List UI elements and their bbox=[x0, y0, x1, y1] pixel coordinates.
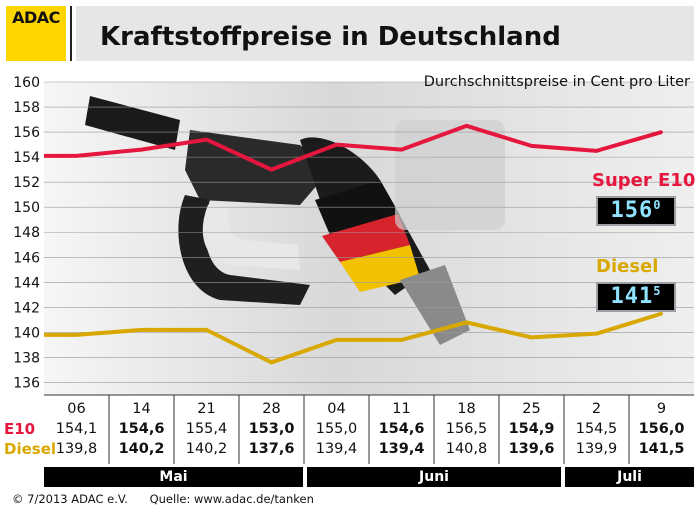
day-label: 06 bbox=[67, 401, 86, 417]
data-point-diesel bbox=[595, 332, 598, 336]
data-point-diesel bbox=[530, 335, 533, 339]
month-label-mai: Mai bbox=[44, 467, 303, 487]
data-point-diesel bbox=[465, 320, 468, 324]
day-label: 21 bbox=[197, 401, 216, 417]
diesel-price-cell: 141,5 bbox=[638, 441, 685, 457]
title-divider bbox=[70, 6, 72, 61]
month-label-juni: Juni bbox=[307, 467, 561, 487]
day-label: 9 bbox=[656, 401, 667, 417]
y-tick-label: 156 bbox=[13, 125, 40, 141]
e10-price-cell: 154,6 bbox=[118, 421, 165, 437]
e10-price-cell: 156,0 bbox=[638, 421, 685, 437]
month-label-juli: Juli bbox=[565, 467, 694, 487]
y-tick-label: 138 bbox=[13, 350, 40, 366]
y-tick-label: 146 bbox=[13, 250, 40, 266]
data-point-e10 bbox=[660, 130, 663, 134]
data-point-e10 bbox=[400, 148, 403, 152]
y-tick-label: 140 bbox=[13, 325, 40, 341]
row-label-e10: E10 bbox=[4, 420, 36, 438]
diesel-price-cell: 140,8 bbox=[445, 441, 488, 457]
diesel-price-cell: 139,4 bbox=[378, 441, 425, 457]
e10-display-sup: 0 bbox=[653, 198, 662, 212]
e10-price-cell: 155,4 bbox=[185, 421, 228, 437]
day-label: 25 bbox=[522, 401, 541, 417]
diesel-price-cell: 139,4 bbox=[315, 441, 358, 457]
data-point-diesel bbox=[270, 360, 273, 364]
e10-price-cell: 155,0 bbox=[315, 421, 358, 437]
footer: © 7/2013 ADAC e.V. Quelle: www.adac.de/t… bbox=[12, 492, 332, 506]
e10-price-cell: 156,5 bbox=[445, 421, 488, 437]
e10-display-main: 156 bbox=[610, 198, 654, 223]
series-lines bbox=[44, 123, 663, 365]
diesel-price-cell: 137,6 bbox=[248, 441, 295, 457]
legend-diesel-label: Diesel bbox=[596, 256, 659, 277]
data-point-e10 bbox=[465, 124, 468, 128]
footer-source: Quelle: www.adac.de/tanken bbox=[149, 492, 314, 506]
data-point-diesel bbox=[400, 338, 403, 342]
e10-price-display: 1560 bbox=[596, 196, 676, 226]
legend-e10-label: Super E10 bbox=[592, 170, 696, 191]
logo-text: ADAC bbox=[12, 8, 60, 27]
y-tick-label: 142 bbox=[13, 300, 40, 316]
data-point-diesel bbox=[205, 328, 208, 332]
footer-copyright: © 7/2013 ADAC e.V. bbox=[12, 492, 128, 506]
y-tick-label: 148 bbox=[13, 225, 40, 241]
page-title: Kraftstoffpreise in Deutschland bbox=[100, 22, 561, 52]
data-point-diesel bbox=[660, 312, 663, 316]
data-point-e10 bbox=[335, 143, 338, 147]
diesel-price-cell: 139,9 bbox=[575, 441, 618, 457]
row-label-diesel: Diesel bbox=[4, 440, 57, 458]
adac-logo: ADAC bbox=[6, 6, 66, 61]
day-label: 2 bbox=[591, 401, 602, 417]
y-axis: 136 138 140 142 144 146 148 150 152 154 156 158 160 bbox=[13, 75, 40, 391]
e10-price-cell: 153,0 bbox=[248, 421, 295, 437]
e10-price-cell: 154,9 bbox=[508, 421, 555, 437]
day-label: 28 bbox=[262, 401, 281, 417]
table-column-separators bbox=[108, 395, 630, 464]
y-tick-label: 144 bbox=[13, 275, 40, 291]
diesel-price-cell: 140,2 bbox=[118, 441, 165, 457]
y-tick-label: 158 bbox=[13, 100, 40, 116]
y-tick-label: 160 bbox=[13, 75, 40, 91]
y-tick-label: 150 bbox=[13, 200, 40, 216]
diesel-display-main: 141 bbox=[610, 284, 654, 309]
y-tick-label: 136 bbox=[13, 375, 40, 391]
data-point-e10 bbox=[75, 154, 78, 158]
y-tick-label: 154 bbox=[13, 150, 40, 166]
e10-price-cell: 154,5 bbox=[575, 421, 618, 437]
data-point-e10 bbox=[530, 144, 533, 148]
y-tick-label: 152 bbox=[13, 175, 40, 191]
title-bar bbox=[76, 6, 694, 61]
chart-subtitle: Durchschnittspreise in Cent pro Liter bbox=[423, 74, 690, 90]
day-label: 04 bbox=[327, 401, 346, 417]
day-label: 18 bbox=[457, 401, 476, 417]
data-point-diesel bbox=[335, 338, 338, 342]
data-point-e10 bbox=[595, 149, 598, 153]
diesel-price-cell: 140,2 bbox=[185, 441, 228, 457]
day-label: 11 bbox=[392, 401, 411, 417]
data-point-diesel bbox=[140, 328, 143, 332]
e10-price-cell: 154,1 bbox=[55, 421, 98, 437]
e10-price-cell: 154,6 bbox=[378, 421, 425, 437]
diesel-display-sup: 5 bbox=[653, 284, 662, 298]
diesel-price-display: 1415 bbox=[596, 282, 676, 312]
data-point-e10 bbox=[140, 148, 143, 152]
data-point-diesel bbox=[75, 333, 78, 337]
data-point-e10 bbox=[270, 168, 273, 172]
day-label: 14 bbox=[132, 401, 151, 417]
data-point-e10 bbox=[205, 138, 208, 142]
diesel-price-cell: 139,8 bbox=[55, 441, 98, 457]
diesel-price-cell: 139,6 bbox=[508, 441, 555, 457]
